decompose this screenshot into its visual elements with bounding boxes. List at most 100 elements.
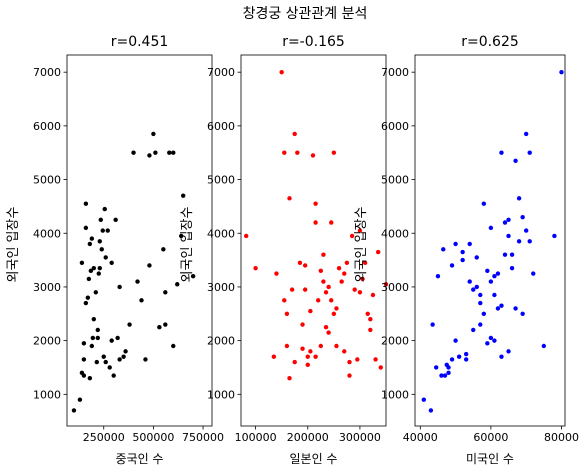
data-point	[161, 247, 166, 252]
data-point	[83, 225, 89, 231]
data-point	[326, 284, 331, 290]
data-point	[313, 354, 318, 359]
data-point	[485, 268, 490, 274]
data-point	[329, 220, 334, 225]
data-point	[83, 201, 89, 206]
data-point	[433, 365, 439, 370]
y-tick-label: 5000	[33, 174, 61, 187]
data-point	[355, 357, 360, 362]
y-tick-label: 1000	[381, 388, 409, 401]
data-point	[310, 153, 316, 158]
chart-title: r=0.625	[461, 34, 519, 50]
data-point	[474, 255, 479, 260]
data-point	[95, 335, 100, 341]
x-tick-label: 100000	[235, 431, 277, 444]
y-tick-label: 5000	[207, 174, 235, 187]
data-point	[453, 338, 458, 343]
data-point	[305, 354, 310, 359]
data-point	[300, 346, 305, 351]
data-point	[105, 228, 110, 233]
data-point	[101, 354, 106, 359]
data-point	[287, 376, 292, 381]
data-point	[100, 228, 105, 233]
plot-area: 40000 60000 80000 1000 2000 3000 4000 5000 6000 7…	[381, 54, 579, 444]
data-point	[478, 322, 483, 327]
data-point	[463, 357, 469, 362]
data-point	[502, 252, 508, 257]
data-point	[282, 298, 287, 303]
data-point	[323, 290, 329, 295]
data-point	[313, 201, 318, 206]
data-point	[506, 233, 511, 239]
y-tick-label: 4000	[33, 227, 61, 240]
y-tick-label: 7000	[381, 66, 409, 79]
data-point	[509, 265, 515, 271]
data-point	[552, 233, 557, 239]
x-axis-label: 중국인 수	[116, 452, 164, 466]
data-point	[292, 359, 297, 365]
data-point	[378, 365, 383, 370]
data-point	[449, 357, 455, 362]
data-point	[349, 233, 355, 239]
data-point	[90, 335, 96, 341]
data-point	[113, 217, 118, 223]
data-point	[103, 359, 108, 365]
data-point	[362, 260, 368, 265]
data-point	[347, 359, 352, 365]
data-point	[481, 311, 487, 316]
data-point	[331, 311, 337, 316]
data-point	[488, 335, 494, 341]
data-point	[485, 341, 490, 346]
data-point	[375, 249, 381, 255]
data-point	[284, 343, 290, 349]
x-axis-label: 일본인 수	[290, 452, 338, 466]
data-point	[83, 300, 89, 306]
data-point	[109, 260, 114, 265]
x-tick-label: 200000	[287, 431, 329, 444]
data-point	[531, 271, 536, 276]
data-point	[109, 338, 114, 343]
data-point	[295, 150, 300, 155]
y-tick-label: 3000	[381, 281, 409, 294]
axes-frame	[240, 54, 387, 427]
data-point	[360, 276, 365, 282]
data-point	[506, 349, 511, 354]
data-point	[435, 274, 441, 279]
data-point	[439, 373, 444, 378]
y-tick-label: 2000	[381, 335, 409, 348]
data-point	[91, 316, 97, 322]
data-point	[115, 335, 120, 341]
data-point	[302, 263, 308, 268]
data-point	[506, 217, 511, 223]
data-point	[282, 150, 287, 155]
y-tick-label: 4000	[381, 227, 409, 240]
axes-frame	[66, 54, 213, 427]
data-point	[87, 241, 93, 247]
data-point	[527, 150, 532, 155]
x-tick-label: 250000	[83, 431, 125, 444]
data-point	[488, 279, 494, 284]
data-point	[77, 397, 83, 402]
data-point	[147, 153, 152, 158]
y-tick-label: 6000	[33, 120, 61, 133]
y-axis-label: 외국인 입장수	[180, 207, 195, 283]
data-point	[499, 354, 504, 359]
data-point	[492, 292, 497, 298]
data-point	[513, 306, 518, 311]
data-point	[271, 354, 277, 359]
chart-title: r=-0.165	[282, 34, 345, 50]
data-point	[305, 362, 310, 367]
data-point	[89, 236, 95, 241]
data-point	[481, 201, 487, 206]
data-point	[81, 373, 87, 378]
data-point	[300, 322, 305, 327]
data-point	[513, 158, 518, 163]
data-point	[520, 311, 525, 316]
data-point	[117, 284, 122, 290]
data-point	[357, 228, 363, 233]
data-point	[289, 287, 295, 292]
data-point	[244, 233, 249, 239]
data-point	[318, 268, 323, 274]
y-tick-label: 1000	[207, 388, 235, 401]
data-point	[357, 290, 363, 295]
